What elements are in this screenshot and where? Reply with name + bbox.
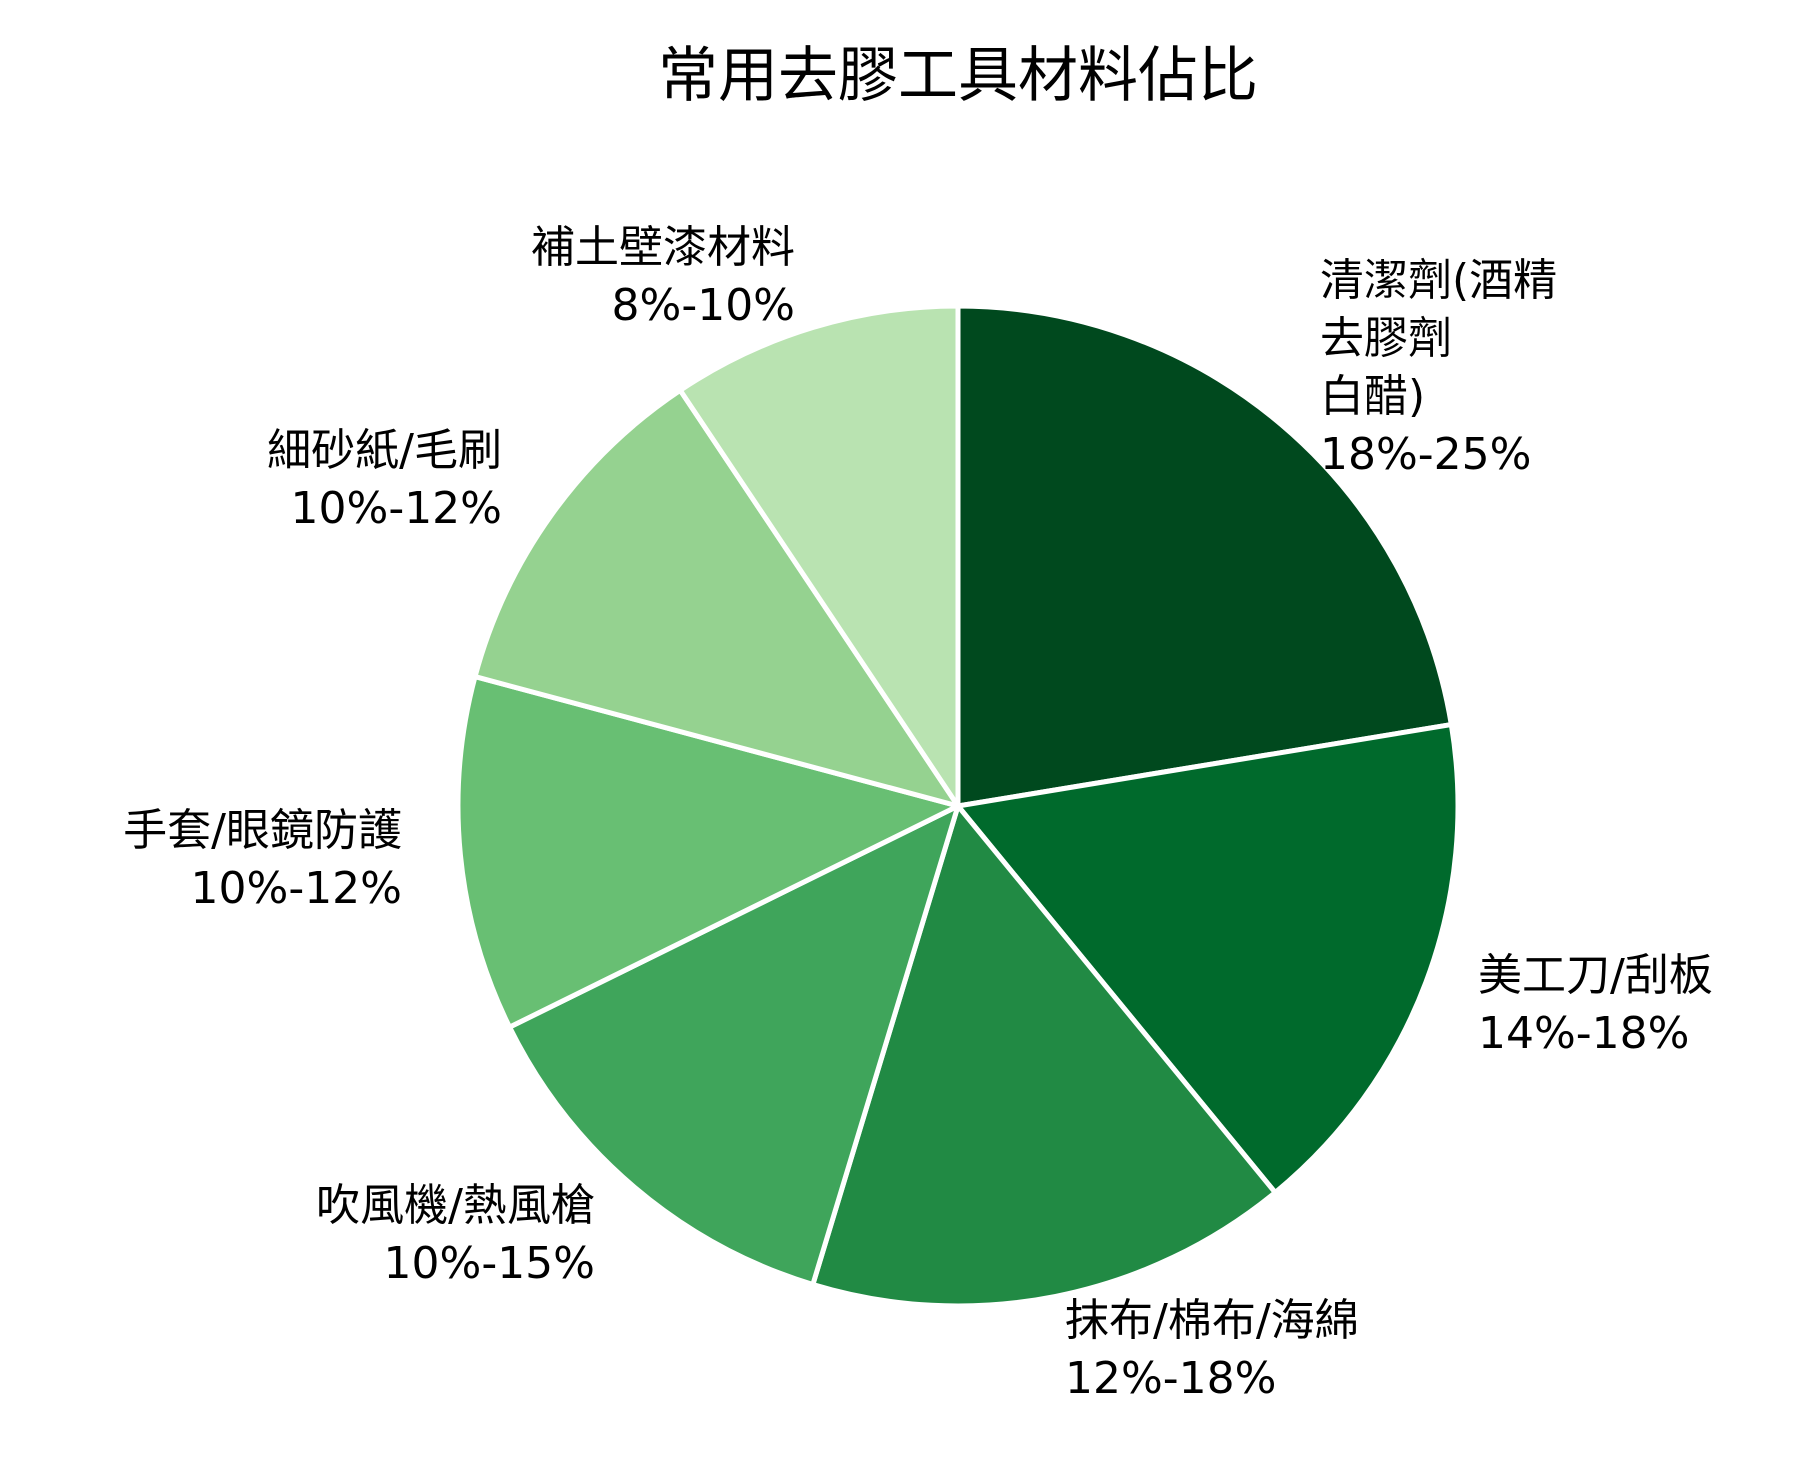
pie-slice xyxy=(472,387,961,809)
pie-slice xyxy=(677,303,961,809)
chart-title: 常用去膠工具材料佔比 xyxy=(658,41,1258,111)
slice-label: 手套/眼鏡防護 10%-12% xyxy=(123,805,402,914)
slice-labels: 清潔劑(酒精去膠劑白醋) 18%-25% 美工刀/刮板 14%-18% 抹布/棉布/海綿… xyxy=(123,222,1713,1404)
slice-name-label: 吹風機/熱風槍 xyxy=(316,1180,595,1231)
pie-slice xyxy=(507,803,961,1287)
slice-label: 細砂紙/毛刷 10%-12% xyxy=(267,425,502,534)
slice-label: 美工刀/刮板 14%-18% xyxy=(1478,950,1713,1059)
pie-slice xyxy=(955,722,1461,1196)
slice-name-label: 手套/眼鏡防護 xyxy=(123,805,402,856)
pie-slice xyxy=(455,674,961,1030)
slice-name-label: 補土壁漆材料 xyxy=(531,222,795,273)
slice-range-label: 10%-12% xyxy=(291,483,502,534)
pie-slices xyxy=(455,303,1461,1309)
slice-label: 抹布/棉布/海綿 12%-18% xyxy=(1065,1295,1359,1404)
slice-range-label: 18%-25% xyxy=(1320,429,1531,480)
pie-slice xyxy=(955,303,1454,809)
slice-name-label: 美工刀/刮板 xyxy=(1478,950,1713,1001)
slice-range-label: 10%-15% xyxy=(384,1238,595,1289)
slice-label: 補土壁漆材料 8%-10% xyxy=(531,222,795,331)
slice-name-label: 抹布/棉布/海綿 xyxy=(1065,1295,1359,1346)
slice-range-label: 12%-18% xyxy=(1065,1353,1276,1404)
slice-name-label: 細砂紙/毛刷 xyxy=(267,425,502,476)
pie-slice xyxy=(810,803,1278,1309)
slice-range-label: 10%-12% xyxy=(191,863,402,914)
slice-range-label: 8%-10% xyxy=(612,280,795,331)
slice-range-label: 14%-18% xyxy=(1478,1008,1689,1059)
slice-label: 吹風機/熱風槍 10%-15% xyxy=(316,1180,595,1289)
slice-label: 清潔劑(酒精去膠劑白醋) 18%-25% xyxy=(1320,255,1557,480)
slice-name-label: 清潔劑(酒精 xyxy=(1320,255,1557,306)
slice-name-label: 白醋) xyxy=(1320,371,1425,422)
slice-name-label: 去膠劑 xyxy=(1320,313,1452,364)
